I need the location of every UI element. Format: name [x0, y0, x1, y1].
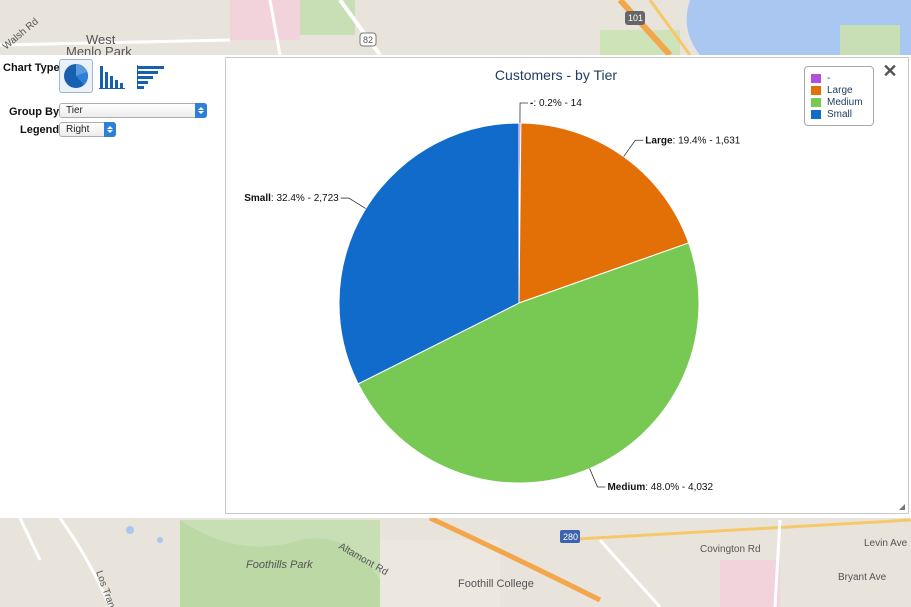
label-connector	[623, 139, 644, 157]
group-by-label: Group By	[9, 106, 60, 118]
legend-swatch	[811, 109, 821, 119]
map-label: Foothills Park	[246, 559, 313, 571]
map-label: West	[86, 32, 116, 47]
pie-slice-large[interactable]	[518, 122, 690, 304]
slice-data-label: Large: 19.4% - 1,631	[645, 135, 740, 146]
map-label: Covington Rd	[700, 544, 761, 555]
label-connector	[589, 468, 606, 488]
group-by-value: Tier	[66, 105, 83, 116]
map-label: Foothill College	[458, 578, 534, 590]
chart-legend: - Large Medium Small	[804, 66, 874, 126]
legend-swatch	[811, 73, 821, 83]
legend-item-label: Small	[827, 108, 853, 120]
label-connector	[519, 102, 529, 124]
pie-chart: -: 0.2% - 14 Large: 19.4% - 1,631 Medium: …	[244, 98, 741, 493]
map-label: 280	[563, 532, 578, 542]
legend-item-label: Large	[827, 84, 853, 96]
legend-select[interactable]: Right	[59, 122, 116, 137]
select-arrows-icon	[195, 103, 207, 118]
chart-panel: Chart Type Group By Tier	[0, 55, 911, 518]
slice-data-label: Medium: 48.0% - 4,032	[607, 482, 713, 493]
label-connector	[340, 197, 366, 209]
legend-swatch	[811, 97, 821, 107]
legend-item-label: -	[827, 72, 831, 84]
close-icon[interactable]: ✕	[882, 61, 898, 81]
map-label: 101	[628, 13, 643, 23]
pie-chart-button[interactable]	[59, 59, 93, 93]
column-chart-icon	[99, 66, 125, 89]
legend-item[interactable]: Large	[811, 84, 853, 96]
legend-item[interactable]: Medium	[811, 96, 863, 108]
map-label: 82	[363, 35, 373, 45]
legend-item-label: Medium	[827, 96, 863, 108]
slice-data-label: -: 0.2% - 14	[530, 98, 582, 109]
legend-value: Right	[66, 124, 90, 135]
group-by-select[interactable]: Tier	[59, 103, 207, 118]
select-arrows-icon	[104, 122, 116, 137]
legend-item[interactable]: Small	[811, 108, 852, 120]
slice-data-label: Small: 32.4% - 2,723	[244, 193, 339, 204]
chart-container: Customers - by Tier ✕ -: 0.2% - 14 Large:…	[225, 57, 909, 514]
pie-slice-small[interactable]	[338, 122, 520, 385]
legend-item[interactable]: -	[811, 72, 830, 84]
bar-chart-button[interactable]	[133, 59, 167, 93]
pie-slice-medium[interactable]	[357, 242, 700, 484]
map-label: Bryant Ave	[838, 572, 887, 583]
chart-title: Customers - by Tier	[494, 67, 618, 83]
resize-handle-icon[interactable]	[899, 504, 905, 510]
legend-label: Legend	[20, 124, 60, 136]
legend-swatch	[811, 85, 821, 95]
map-label: Levin Ave	[864, 538, 908, 549]
column-chart-button[interactable]	[95, 59, 129, 93]
bar-chart-icon	[137, 65, 164, 89]
chart-type-label: Chart Type	[3, 62, 60, 74]
pie-chart-icon	[64, 64, 88, 88]
